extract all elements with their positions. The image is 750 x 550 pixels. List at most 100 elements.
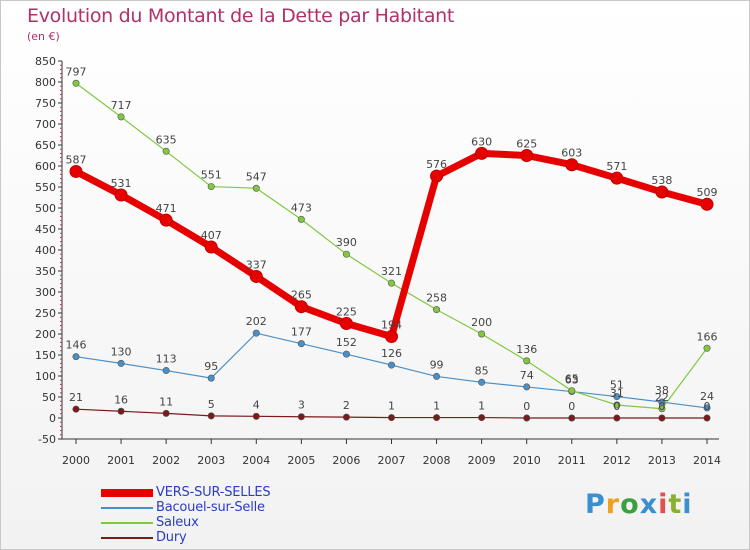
- data-label-dury: 11: [159, 395, 173, 408]
- data-label-dury: 0: [704, 400, 711, 413]
- y-tick-label: 300: [35, 286, 56, 299]
- data-label-bacouel-sur-selle: 85: [475, 364, 489, 377]
- data-point-saleux: [117, 113, 125, 121]
- data-label-bacouel-sur-selle: 38: [655, 384, 669, 397]
- data-point-bacouel-sur-selle: [297, 340, 305, 348]
- data-label-bacouel-sur-selle: 146: [66, 339, 87, 352]
- x-tick-label: 2014: [693, 454, 721, 467]
- data-label-saleux: 390: [336, 236, 357, 249]
- data-label-bacouel-sur-selle: 202: [246, 315, 267, 328]
- data-point-vers-sur-selles: [249, 269, 263, 283]
- data-point-bacouel-sur-selle: [433, 372, 441, 380]
- data-point-saleux: [207, 183, 215, 191]
- data-label-vers-sur-selles: 571: [606, 160, 627, 173]
- data-point-saleux: [342, 250, 350, 258]
- data-label-bacouel-sur-selle: 63: [565, 374, 579, 387]
- data-point-dury: [342, 413, 350, 421]
- data-point-bacouel-sur-selle: [207, 374, 215, 382]
- data-label-vers-sur-selles: 471: [156, 202, 177, 215]
- legend-label-vers-sur-selles: VERS-SUR-SELLES: [156, 485, 271, 500]
- data-point-bacouel-sur-selle: [387, 361, 395, 369]
- data-point-saleux: [523, 357, 531, 365]
- y-tick-label: 250: [35, 307, 56, 320]
- data-point-saleux: [72, 79, 80, 87]
- data-label-saleux: 551: [201, 169, 222, 182]
- data-point-saleux: [703, 344, 711, 352]
- legend-swatch-dury: [101, 536, 153, 539]
- data-point-saleux: [478, 330, 486, 338]
- data-label-dury: 0: [523, 400, 530, 413]
- data-label-bacouel-sur-selle: 99: [430, 358, 444, 371]
- data-point-saleux: [568, 387, 576, 395]
- data-point-vers-sur-selles: [430, 169, 444, 183]
- y-tick-label: 200: [35, 328, 56, 341]
- data-label-dury: 1: [433, 400, 440, 413]
- data-point-bacouel-sur-selle: [252, 329, 260, 337]
- legend-item-bacouel-sur-selle: Bacouel-sur-Selle: [101, 500, 270, 515]
- data-label-saleux: 136: [516, 343, 537, 356]
- y-tick-label: 800: [35, 76, 56, 89]
- data-point-bacouel-sur-selle: [523, 383, 531, 391]
- logo-letter: i: [658, 489, 669, 520]
- data-label-bacouel-sur-selle: 74: [520, 369, 534, 382]
- data-point-bacouel-sur-selle: [72, 353, 80, 361]
- data-point-vers-sur-selles: [114, 188, 128, 202]
- legend-label-dury: Dury: [156, 530, 187, 545]
- data-label-dury: 0: [568, 400, 575, 413]
- x-tick-label: 2003: [197, 454, 225, 467]
- data-point-dury: [252, 412, 260, 420]
- y-tick-label: 150: [35, 349, 56, 362]
- data-point-bacouel-sur-selle: [658, 398, 666, 406]
- data-label-saleux: 65: [565, 373, 579, 386]
- x-tick-label: 2008: [423, 454, 451, 467]
- data-point-vers-sur-selles: [204, 240, 218, 254]
- data-label-saleux: 200: [471, 316, 492, 329]
- x-tick-label: 2010: [513, 454, 541, 467]
- data-label-dury: 2: [343, 399, 350, 412]
- data-label-bacouel-sur-selle: 51: [610, 379, 624, 392]
- x-tick-label: 2009: [468, 454, 496, 467]
- data-point-dury: [162, 409, 170, 417]
- data-label-saleux: 258: [426, 292, 447, 305]
- data-label-bacouel-sur-selle: 24: [700, 390, 714, 403]
- y-tick-label: 850: [35, 55, 56, 68]
- logo-letter: t: [668, 489, 683, 520]
- data-label-saleux: 31: [610, 387, 624, 400]
- y-tick-label: 400: [35, 244, 56, 257]
- data-point-dury: [478, 414, 486, 422]
- y-tick-label: 100: [35, 370, 56, 383]
- legend-swatch-saleux: [101, 521, 153, 524]
- y-tick-label: 50: [42, 391, 56, 404]
- data-label-vers-sur-selles: 265: [291, 289, 312, 302]
- data-point-dury: [703, 414, 711, 422]
- data-label-dury: 5: [208, 398, 215, 411]
- data-label-saleux: 717: [111, 99, 132, 112]
- y-tick-label: 600: [35, 160, 56, 173]
- data-label-saleux: 22: [655, 391, 669, 404]
- legend-item-saleux: Saleux: [101, 515, 270, 530]
- y-tick-label: 350: [35, 265, 56, 278]
- data-point-saleux: [387, 279, 395, 287]
- data-label-dury: 1: [478, 400, 485, 413]
- data-label-vers-sur-selles: 194: [381, 319, 402, 332]
- data-label-dury: 1: [388, 400, 395, 413]
- x-tick-label: 2000: [62, 454, 90, 467]
- y-tick-label: 550: [35, 181, 56, 194]
- legend-label-saleux: Saleux: [156, 515, 199, 530]
- data-label-vers-sur-selles: 625: [516, 138, 537, 151]
- data-point-bacouel-sur-selle: [117, 359, 125, 367]
- data-point-vers-sur-selles: [700, 197, 714, 211]
- data-label-bacouel-sur-selle: 130: [111, 345, 132, 358]
- data-label-bacouel-sur-selle: 126: [381, 347, 402, 360]
- logo-letter: o: [620, 489, 640, 520]
- legend-item-vers-sur-selles: VERS-SUR-SELLES: [101, 485, 271, 500]
- legend-label-bacouel-sur-selle: Bacouel-sur-Selle: [156, 500, 265, 515]
- data-point-vers-sur-selles: [520, 149, 534, 162]
- data-label-saleux: 166: [697, 330, 718, 343]
- data-point-bacouel-sur-selle: [613, 393, 621, 401]
- data-point-vers-sur-selles: [655, 185, 669, 199]
- data-point-dury: [658, 414, 666, 422]
- legend-item-dury: Dury: [101, 530, 270, 545]
- data-point-dury: [207, 412, 215, 420]
